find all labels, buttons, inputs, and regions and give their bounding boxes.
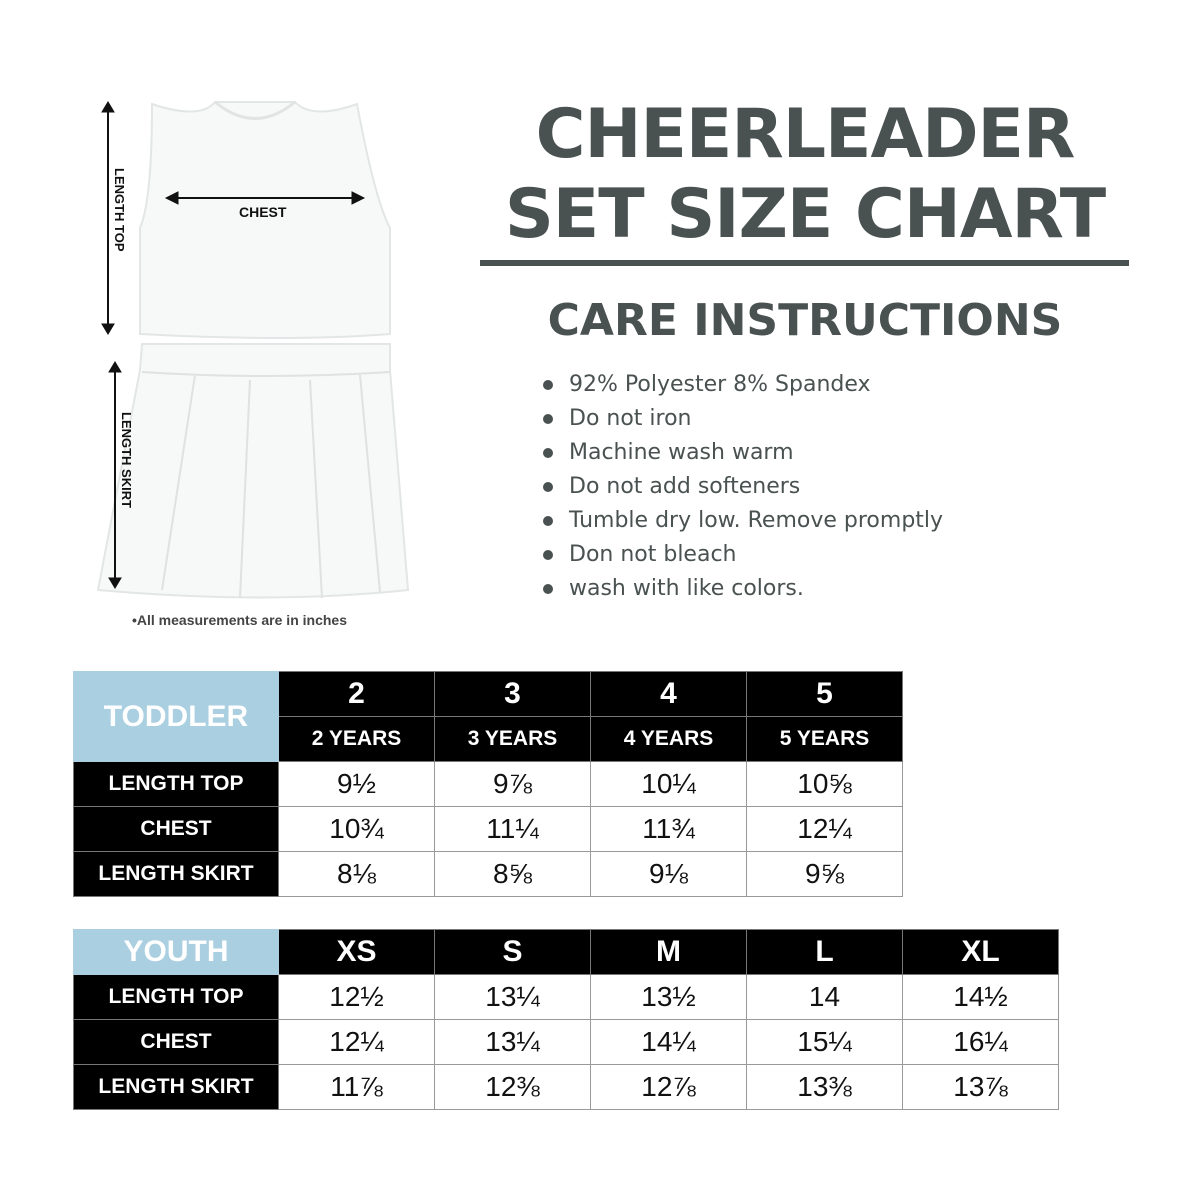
bullet-icon xyxy=(543,448,553,458)
size-header: L xyxy=(746,929,903,975)
measurement-cell: 13¼ xyxy=(434,974,591,1020)
measurement-cell: 10⅝ xyxy=(746,761,903,807)
chest-label: CHEST xyxy=(239,204,287,220)
table-row: CHEST 10¾ 11¼ 11¾ 12¼ xyxy=(73,806,903,852)
measurement-cell: 13⅜ xyxy=(746,1064,903,1110)
care-item-text: wash with like colors. xyxy=(569,576,804,601)
measurement-cell: 12½ xyxy=(278,974,435,1020)
measurement-cell: 12⅞ xyxy=(590,1064,747,1110)
care-heading: CARE INSTRUCTIONS xyxy=(547,295,1063,346)
youth-size-table: YOUTH XS S M L XL LENGTH TOP 12½ 13¼ 13½ 14 14½ CHES… xyxy=(73,929,1059,1110)
row-label: LENGTH SKIRT xyxy=(73,1064,279,1110)
measurement-cell: 9⅛ xyxy=(590,851,747,897)
care-list: 92% Polyester 8% Spandex Do not iron Machi… xyxy=(543,368,943,606)
measurement-cell: 9⅝ xyxy=(746,851,903,897)
bullet-icon xyxy=(543,482,553,492)
skirt-illustration xyxy=(96,343,410,599)
length-top-label: LENGTH TOP xyxy=(112,168,127,252)
size-header: M xyxy=(590,929,747,975)
measurement-cell: 11¾ xyxy=(590,806,747,852)
garment-diagram xyxy=(96,100,410,599)
measurement-cell: 14 xyxy=(746,974,903,1020)
crop-top-illustration xyxy=(139,100,391,339)
bullet-icon xyxy=(543,550,553,560)
care-item: 92% Polyester 8% Spandex xyxy=(543,368,943,402)
measurement-note: •All measurements are in inches xyxy=(132,612,347,628)
bullet-icon xyxy=(543,584,553,594)
measurement-cell: 11⅞ xyxy=(278,1064,435,1110)
table-row: CHEST 12¼ 13¼ 14¼ 15¼ 16¼ xyxy=(73,1019,1059,1065)
chest-arrow xyxy=(164,191,366,205)
care-item-text: Do not iron xyxy=(569,406,692,431)
care-item: Do not iron xyxy=(543,402,943,436)
header-row: TODDLER 2 3 4 5 xyxy=(73,671,903,762)
length-skirt-arrow xyxy=(108,361,122,589)
title-line-1: CHEERLEADER xyxy=(535,95,1076,174)
age-header: 4 YEARS xyxy=(590,716,747,762)
header-row: YOUTH XS S M L XL xyxy=(73,929,1059,975)
age-row: 2 YEARS 3 YEARS 4 YEARS 5 YEARS xyxy=(74,716,903,762)
size-header: S xyxy=(434,929,591,975)
measurement-cell: 12⅜ xyxy=(434,1064,591,1110)
measurement-cell: 10¼ xyxy=(590,761,747,807)
row-label: CHEST xyxy=(73,806,279,852)
title-divider xyxy=(480,260,1129,266)
care-item-text: 92% Polyester 8% Spandex xyxy=(569,372,871,397)
care-item: Do not add softeners xyxy=(543,470,943,504)
size-header: 4 xyxy=(590,671,747,717)
measurement-cell: 11¼ xyxy=(434,806,591,852)
size-header: 2 xyxy=(278,671,435,717)
measurement-cell: 13¼ xyxy=(434,1019,591,1065)
row-label: LENGTH SKIRT xyxy=(73,851,279,897)
measurement-cell: 8⅝ xyxy=(434,851,591,897)
toddler-size-table: TODDLER 2 3 4 5 2 YEARS 3 YEARS 4 YEARS 5 YEARS L… xyxy=(73,671,903,897)
measurement-cell: 14¼ xyxy=(590,1019,747,1065)
care-item: Tumble dry low. Remove promptly xyxy=(543,504,943,538)
measurement-cell: 12¼ xyxy=(746,806,903,852)
row-label: LENGTH TOP xyxy=(73,974,279,1020)
care-item-text: Don not bleach xyxy=(569,542,737,567)
care-item-text: Machine wash warm xyxy=(569,440,794,465)
bullet-icon xyxy=(543,414,553,424)
measurement-cell: 15¼ xyxy=(746,1019,903,1065)
age-header: 2 YEARS xyxy=(278,716,435,762)
measurement-cell: 14½ xyxy=(902,974,1059,1020)
measurement-cell: 10¾ xyxy=(278,806,435,852)
size-header: 5 xyxy=(746,671,903,717)
title-line-2: SET SIZE CHART xyxy=(504,175,1106,254)
bullet-icon xyxy=(543,380,553,390)
length-skirt-label: LENGTH SKIRT xyxy=(119,412,134,509)
measurement-cell: 12¼ xyxy=(278,1019,435,1065)
bullet-icon xyxy=(543,516,553,526)
care-item: wash with like colors. xyxy=(543,572,943,606)
size-header: 3 xyxy=(434,671,591,717)
table-row: LENGTH TOP 12½ 13¼ 13½ 14 14½ xyxy=(73,974,1059,1020)
measurement-cell: 9½ xyxy=(278,761,435,807)
measurement-cell: 13⅞ xyxy=(902,1064,1059,1110)
age-header: 3 YEARS xyxy=(434,716,591,762)
table-row: LENGTH SKIRT 11⅞ 12⅜ 12⅞ 13⅜ 13⅞ xyxy=(73,1064,1059,1110)
row-label: CHEST xyxy=(73,1019,279,1065)
age-header: 5 YEARS xyxy=(746,716,903,762)
table-row: LENGTH SKIRT 8⅛ 8⅝ 9⅛ 9⅝ xyxy=(73,851,903,897)
table-label: YOUTH xyxy=(73,929,279,975)
table-row: LENGTH TOP 9½ 9⅞ 10¼ 10⅝ xyxy=(73,761,903,807)
measurement-cell: 13½ xyxy=(590,974,747,1020)
size-header: XL xyxy=(902,929,1059,975)
care-item-text: Do not add softeners xyxy=(569,474,801,499)
measurement-cell: 16¼ xyxy=(902,1019,1059,1065)
length-top-arrow xyxy=(101,101,115,335)
size-header: XS xyxy=(278,929,435,975)
care-item-text: Tumble dry low. Remove promptly xyxy=(569,508,944,533)
measurement-cell: 9⅞ xyxy=(434,761,591,807)
row-label: LENGTH TOP xyxy=(73,761,279,807)
table-label: TODDLER xyxy=(73,671,279,762)
care-item: Machine wash warm xyxy=(543,436,943,470)
care-item: Don not bleach xyxy=(543,538,943,572)
measurement-cell: 8⅛ xyxy=(278,851,435,897)
